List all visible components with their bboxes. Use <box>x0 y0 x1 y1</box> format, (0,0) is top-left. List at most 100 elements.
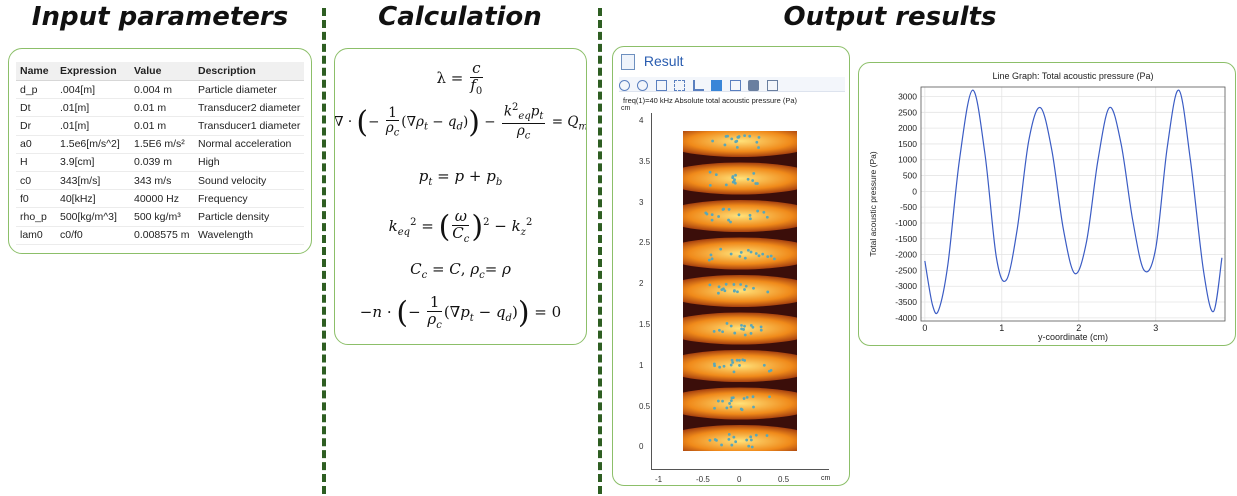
pressure-field-map <box>683 131 797 451</box>
table-row[interactable]: rho_p 500[kg/m^3] 500 kg/m³ Particle densit… <box>16 207 305 227</box>
particle-marker <box>757 146 760 149</box>
cell-name: rho_p <box>16 207 56 227</box>
line-graph-window: Line Graph: Total acoustic pressure (Pa)… <box>858 62 1236 346</box>
cell-name: Dr <box>16 116 56 136</box>
column-header-description[interactable]: Description <box>194 62 305 81</box>
particle-marker <box>721 399 724 403</box>
particle-marker <box>708 283 712 287</box>
y-tick-label: -1500 <box>895 234 917 244</box>
particle-marker <box>737 135 741 139</box>
particle-marker <box>729 363 733 367</box>
cell-description: Wavelength <box>194 226 305 245</box>
particle-marker <box>722 364 726 368</box>
table-row[interactable]: Dr .01[m] 0.01 m Transducer1 diameter <box>16 116 305 136</box>
particle-marker <box>733 178 736 182</box>
particle-marker <box>743 256 747 260</box>
result-y-tick: 1 <box>639 360 644 370</box>
particle-marker <box>746 177 750 181</box>
section-divider-left <box>322 8 326 494</box>
cell-expression: 1.5e6[m/s^2] <box>56 135 130 154</box>
particle-marker <box>745 438 749 442</box>
table-row[interactable]: H 3.9[cm] 0.039 m High <box>16 153 305 172</box>
camera-icon[interactable] <box>748 80 760 92</box>
particle-marker <box>708 170 712 174</box>
result-y-unit: cm <box>621 105 631 112</box>
cell-expression: .01[m] <box>56 116 130 136</box>
particle-marker <box>749 332 753 335</box>
y-axis-label: Total acoustic pressure (Pa) <box>868 151 878 257</box>
particle-marker <box>738 364 741 367</box>
cell-description: Frequency <box>194 189 305 209</box>
particle-marker <box>720 288 724 292</box>
pressure-band <box>683 275 797 307</box>
particle-marker <box>732 283 736 286</box>
pressure-band <box>683 425 797 451</box>
parameters-table: Name Expression Value Description d_p .00… <box>16 62 305 245</box>
zoom-out-icon[interactable] <box>637 80 649 92</box>
particle-marker <box>743 358 747 362</box>
result-toolbar <box>619 77 845 92</box>
particle-marker <box>729 405 733 409</box>
particle-marker <box>710 257 714 261</box>
y-tick-label: 2000 <box>898 123 917 133</box>
result-title-bar: Result <box>621 53 841 75</box>
particle-marker <box>738 254 742 258</box>
particle-marker <box>751 179 755 182</box>
cell-description: Transducer1 diameter <box>194 116 305 136</box>
particle-marker <box>754 252 758 255</box>
section-divider-right <box>598 8 602 494</box>
column-header-name[interactable]: Name <box>16 62 56 81</box>
plot-icon[interactable] <box>711 80 723 92</box>
particle-marker <box>761 252 765 256</box>
particle-marker <box>766 290 770 294</box>
particle-marker <box>740 327 743 331</box>
table-header-row: Name Expression Value Description <box>16 62 305 81</box>
result-y-tick: 0.5 <box>639 401 651 411</box>
particle-marker <box>711 139 715 143</box>
particle-marker <box>724 183 728 187</box>
x-tick-label: 0 <box>922 323 927 333</box>
helmholtz-equation: ∇ · (− 1 ρc (∇ρt − qd)) − k2eqpt ρc = Qm <box>334 102 587 142</box>
y-tick-label: 1500 <box>898 139 917 149</box>
result-y-tick: 3 <box>639 197 644 207</box>
cell-description: Sound velocity <box>194 171 305 191</box>
pressure-band <box>683 131 797 157</box>
table-row[interactable]: a0 1.5e6[m/s^2] 1.5E6 m/s² Normal accelerat… <box>16 135 305 154</box>
particle-marker <box>762 363 766 367</box>
cell-expression: 343[m/s] <box>56 171 130 191</box>
table-icon[interactable] <box>729 80 741 92</box>
particle-marker <box>742 397 746 400</box>
pressure-band <box>683 387 797 420</box>
column-header-expression[interactable]: Expression <box>56 62 130 81</box>
particle-marker <box>749 435 753 439</box>
zoom-in-icon[interactable] <box>619 80 630 92</box>
print-icon[interactable] <box>766 80 778 92</box>
particle-marker <box>765 215 769 219</box>
particle-marker <box>717 285 721 289</box>
particle-marker <box>732 289 736 293</box>
cell-description: Transducer2 diameter <box>194 98 305 118</box>
axis-icon[interactable] <box>692 80 704 92</box>
particle-marker <box>759 328 763 332</box>
particle-marker <box>709 253 713 257</box>
calculation-heading: Calculation <box>378 2 542 32</box>
cell-name: f0 <box>16 189 56 209</box>
zoom-extents-icon[interactable] <box>674 80 686 92</box>
table-row[interactable]: f0 40[kHz] 40000 Hz Frequency <box>16 189 305 209</box>
column-header-value[interactable]: Value <box>130 62 194 81</box>
particle-marker <box>713 406 716 410</box>
y-tick-label: -4000 <box>895 313 917 323</box>
zoom-box-icon[interactable] <box>655 80 667 92</box>
table-row[interactable]: lam0 c0/f0 0.008575 m Wavelength <box>16 226 305 245</box>
y-tick-label: 500 <box>903 171 917 181</box>
table-row[interactable]: Dt .01[m] 0.01 m Transducer2 diameter <box>16 98 305 118</box>
x-tick-label: 1 <box>999 323 1004 333</box>
particle-marker <box>727 207 731 211</box>
table-row[interactable]: c0 343[m/s] 343 m/s Sound velocity <box>16 171 305 191</box>
table-row[interactable]: d_p .004[m] 0.004 m Particle diameter <box>16 80 305 100</box>
cell-value: 500 kg/m³ <box>130 207 194 227</box>
particle-marker <box>714 173 718 177</box>
particle-marker <box>754 433 758 437</box>
cell-expression: 3.9[cm] <box>56 153 130 172</box>
particle-marker <box>725 321 729 325</box>
